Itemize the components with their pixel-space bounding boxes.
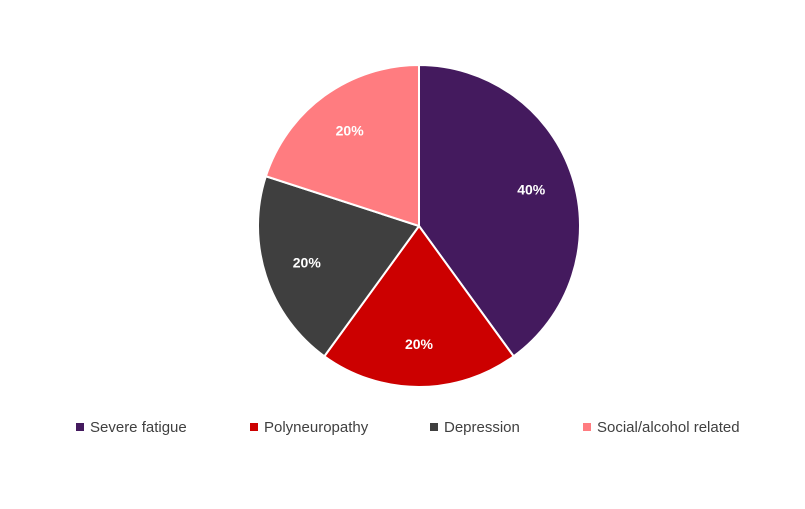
legend-label: Social/alcohol related	[597, 418, 740, 436]
pie-slice-depression	[257, 175, 420, 358]
data-label-depression: 20%	[293, 254, 322, 270]
legend-swatch	[583, 423, 591, 431]
legend-swatch	[76, 423, 84, 431]
legend-swatch	[430, 423, 438, 431]
data-label-polyneuropathy: 20%	[405, 336, 434, 352]
legend-label: Depression	[444, 418, 520, 436]
pie-slices	[257, 64, 581, 388]
legend-label: Polyneuropathy	[264, 418, 369, 436]
legend-label: Severe fatigue	[90, 418, 187, 436]
data-label-social-alcohol-related: 20%	[336, 123, 365, 139]
pie-slice-polyneuropathy	[323, 225, 515, 388]
pie-slice-severe-fatigue	[418, 64, 581, 358]
legend-item-polyneuropathy: Polyneuropathy	[250, 416, 368, 438]
legend-item-severe-fatigue: Severe fatigue	[76, 416, 187, 438]
legend-item-social-alcohol-related: Social/alcohol related	[583, 416, 740, 438]
pie-slice-social-alcohol-related	[264, 64, 420, 227]
legend-item-depression: Depression	[430, 416, 520, 438]
chart-legend: Severe fatigue Polyneuropathy Depression So…	[0, 416, 805, 440]
legend-swatch	[250, 423, 258, 431]
pie-data-labels: 40% 20% 20% 20%	[293, 123, 546, 352]
data-label-severe-fatigue: 40%	[517, 182, 546, 198]
